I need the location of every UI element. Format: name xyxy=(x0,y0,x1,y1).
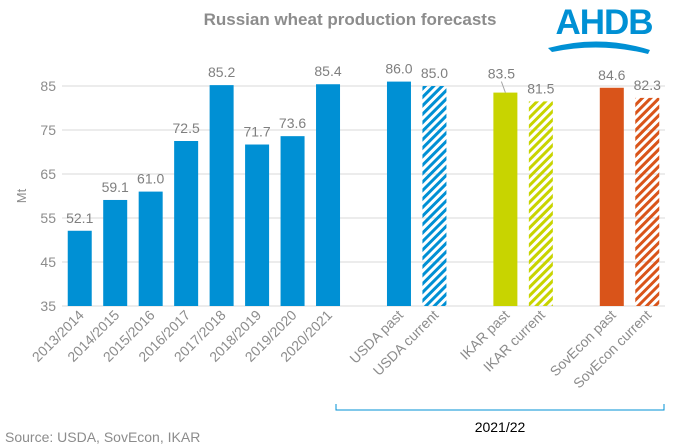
group-bracket xyxy=(335,404,665,411)
y-axis-label: Mt xyxy=(14,188,29,203)
leader-line xyxy=(500,81,506,93)
y-tick-label: 55 xyxy=(40,210,56,226)
data-label: 82.3 xyxy=(634,77,661,93)
bar xyxy=(599,87,624,306)
bar xyxy=(67,230,92,306)
y-tick-label: 85 xyxy=(40,78,56,94)
bar xyxy=(209,85,234,307)
data-label: 81.5 xyxy=(527,80,554,96)
logo-wave-icon xyxy=(548,41,650,54)
y-tick-label: 45 xyxy=(40,254,56,270)
bar xyxy=(245,144,270,306)
bar xyxy=(174,141,199,306)
data-label: 85.0 xyxy=(421,65,448,81)
y-tick-label: 35 xyxy=(40,298,56,314)
bar xyxy=(103,199,128,306)
ahdb-logo: AHDB xyxy=(548,3,654,54)
data-label: 59.1 xyxy=(102,179,129,195)
bar xyxy=(138,191,163,306)
data-label: 83.5 xyxy=(488,66,515,82)
bar xyxy=(280,136,305,306)
data-label: 52.1 xyxy=(66,210,93,226)
bar xyxy=(422,86,447,306)
data-label: 84.6 xyxy=(598,67,625,83)
bar xyxy=(316,84,341,307)
logo-text: AHDB xyxy=(555,3,652,42)
bar xyxy=(386,81,411,306)
group-label: 2021/22 xyxy=(475,419,526,435)
data-label: 86.0 xyxy=(385,61,412,77)
chart-title: Russian wheat production forecasts xyxy=(204,10,497,29)
source-note: Source: USDA, SovEcon, IKAR xyxy=(5,429,200,445)
data-label: 85.4 xyxy=(314,63,341,79)
data-label: 72.5 xyxy=(173,120,200,136)
bar xyxy=(635,97,660,306)
data-label: 85.2 xyxy=(208,64,235,80)
y-tick-label: 65 xyxy=(40,166,56,182)
y-tick-label: 75 xyxy=(40,122,56,138)
data-label: 61.0 xyxy=(137,171,164,187)
bar xyxy=(493,92,518,306)
data-label: 73.6 xyxy=(279,115,306,131)
data-label: 71.7 xyxy=(243,124,270,140)
bar xyxy=(528,101,553,307)
